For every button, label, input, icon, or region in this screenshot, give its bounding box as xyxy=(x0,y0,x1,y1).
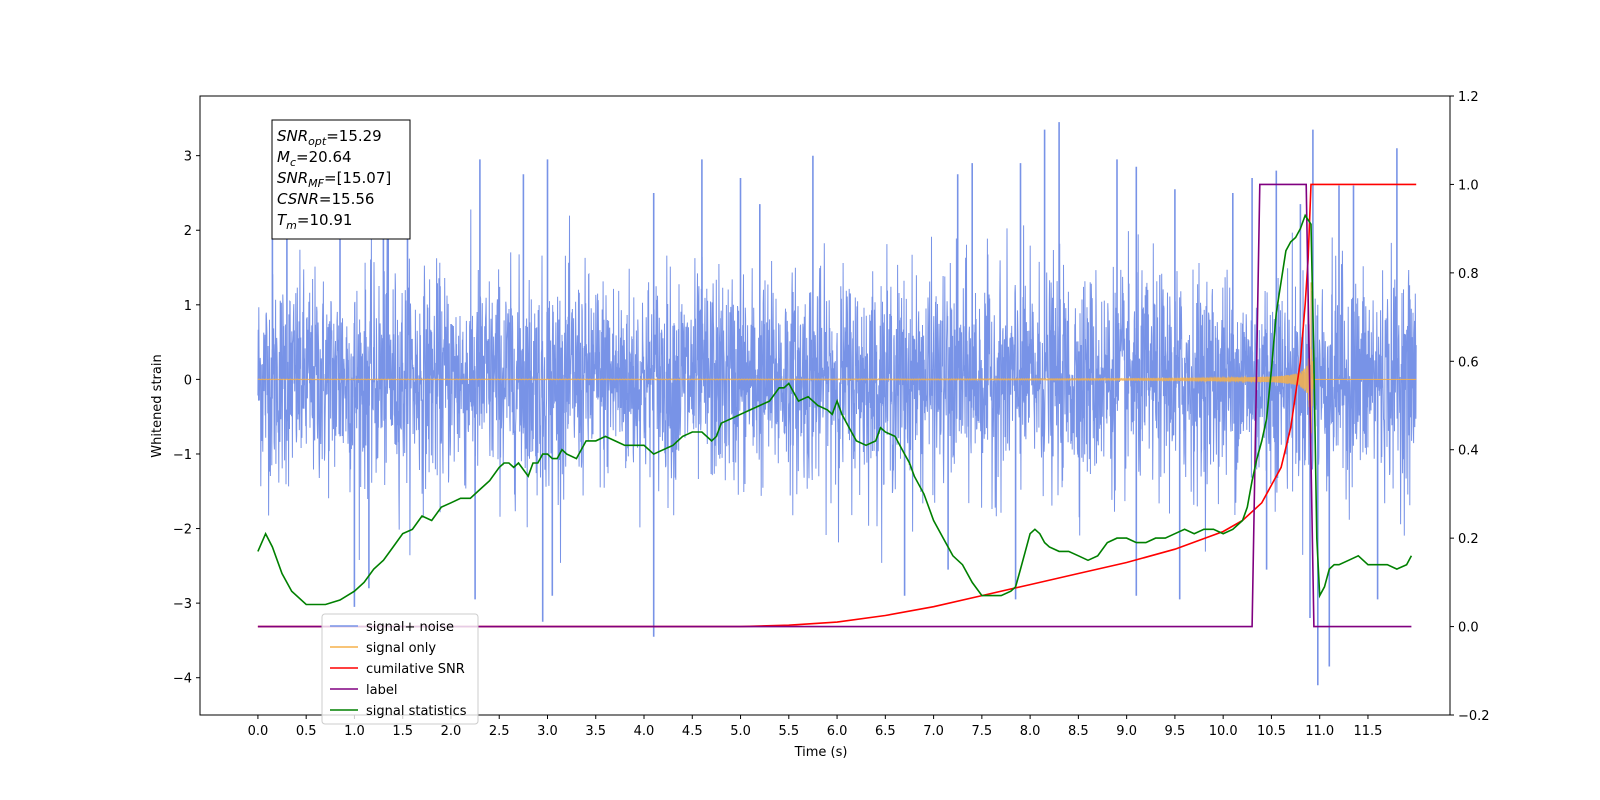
y2-tick-label: 1.0 xyxy=(1458,178,1479,193)
y-tick-label: 0 xyxy=(184,373,192,388)
y-axis-right: −0.2 0.0 0.2 0.4 0.6 0.8 1.0 1.2 xyxy=(1450,90,1490,724)
x-tick-label: 1.0 xyxy=(344,724,365,739)
annotation-line-0: SNRopt=15.29 xyxy=(277,127,382,148)
y2-tick-label: 0.2 xyxy=(1458,532,1479,547)
x-tick-label: 11.5 xyxy=(1353,724,1382,739)
annotation-line-1: Mc=20.64 xyxy=(277,148,352,169)
y-tick-label: −3 xyxy=(173,597,192,612)
x-axis-label: Time (s) xyxy=(794,745,848,760)
series-label-line xyxy=(257,183,1412,628)
x-tick-label: 0.5 xyxy=(296,724,317,739)
legend-label-cumilative-snr: cumilative SNR xyxy=(366,662,465,677)
series-signal-statistics-line xyxy=(257,213,1413,606)
x-tick-label: 8.0 xyxy=(1020,724,1041,739)
x-tick-label: 8.5 xyxy=(1068,724,1089,739)
y2-tick-label: 0.8 xyxy=(1458,267,1479,282)
x-tick-label: 2.0 xyxy=(441,724,462,739)
y-tick-label: 2 xyxy=(184,224,192,239)
x-tick-label: 6.0 xyxy=(827,724,848,739)
y2-tick-label: 0.4 xyxy=(1458,444,1479,459)
y2-tick-label: 0.0 xyxy=(1458,621,1479,636)
plot-frame xyxy=(199,95,1451,716)
y-axis-label: Whitened strain xyxy=(150,354,165,457)
annotation-frame xyxy=(271,119,411,240)
y-tick-label: −1 xyxy=(173,448,192,463)
y-tick-label: 3 xyxy=(184,150,192,165)
legend: signal+ noise signal only cumilative SNR la… xyxy=(321,613,479,725)
x-axis: 0.0 0.5 1.0 1.5 2.0 2.5 3.0 3.5 4.0 4.5 5.0 5.5 6.0 6… xyxy=(248,715,1382,739)
y2-tick-label: 1.2 xyxy=(1458,90,1479,105)
x-tick-label: 7.5 xyxy=(972,724,993,739)
x-tick-label: 5.5 xyxy=(778,724,799,739)
y2-tick-label: −0.2 xyxy=(1458,709,1490,724)
y2-tick-label: 0.6 xyxy=(1458,355,1479,370)
legend-label-signal-statistics: signal statistics xyxy=(366,704,467,719)
x-tick-label: 9.5 xyxy=(1165,724,1186,739)
y-tick-label: 1 xyxy=(184,299,192,314)
x-tick-label: 2.5 xyxy=(489,724,510,739)
x-tick-label: 0.0 xyxy=(248,724,269,739)
y-axis-left: −4 −3 −2 −1 0 1 2 3 xyxy=(173,150,200,687)
x-tick-label: 10.0 xyxy=(1209,724,1238,739)
annotation-line-3: CSNR=15.56 xyxy=(277,190,374,208)
x-tick-label: 3.0 xyxy=(537,724,558,739)
x-tick-label: 3.5 xyxy=(585,724,606,739)
series-signal-only-line xyxy=(257,282,1417,444)
x-tick-label: 9.0 xyxy=(1116,724,1137,739)
x-tick-label: 4.0 xyxy=(634,724,655,739)
x-tick-label: 7.0 xyxy=(923,724,944,739)
x-tick-label: 1.5 xyxy=(392,724,413,739)
x-tick-label: 4.5 xyxy=(682,724,703,739)
x-tick-label: 11.0 xyxy=(1305,724,1334,739)
annotation-box: SNRopt=15.29Mc=20.64SNRMF=[15.07]CSNR=15… xyxy=(271,119,411,240)
x-tick-label: 10.5 xyxy=(1257,724,1286,739)
legend-frame xyxy=(321,613,479,725)
x-tick-label: 6.5 xyxy=(875,724,896,739)
series-cumilative-snr-line xyxy=(257,183,1417,628)
legend-label-signal-noise: signal+ noise xyxy=(366,620,454,635)
series-layer xyxy=(257,122,1417,686)
y-tick-label: −2 xyxy=(173,523,192,538)
annotation-line-2: SNRMF=[15.07] xyxy=(277,169,391,190)
annotation-line-4: Tm=10.91 xyxy=(277,211,352,232)
legend-label-label: label xyxy=(366,683,397,698)
series-signal-noise-line xyxy=(257,209,1417,563)
legend-label-signal-only: signal only xyxy=(366,641,436,656)
y-tick-label: −4 xyxy=(173,672,192,687)
x-tick-label: 5.0 xyxy=(730,724,751,739)
